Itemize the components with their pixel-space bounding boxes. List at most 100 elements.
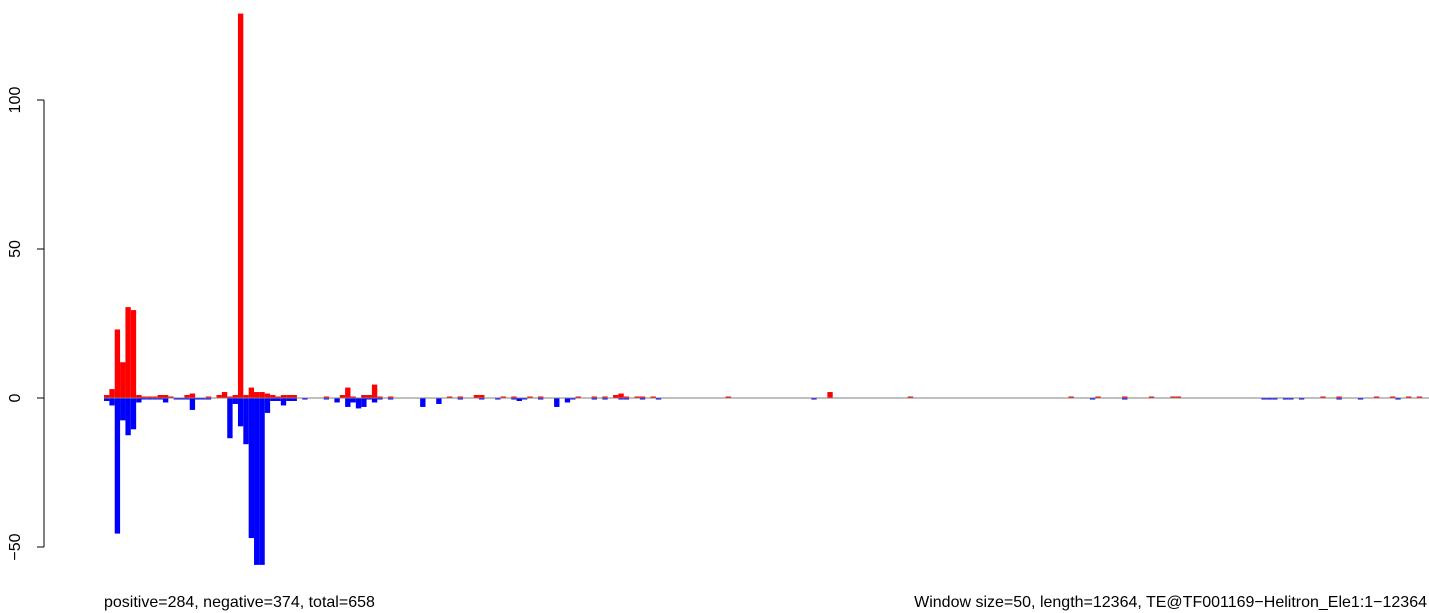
negative-bar [371,398,378,403]
negative-bar [323,398,330,400]
negative-bar [495,398,501,400]
positive-bar [189,393,196,398]
negative-bar [184,398,190,400]
negative-bar [227,398,233,439]
negative-bar [334,398,340,403]
positive-bar [120,362,126,398]
negative-bar [1266,398,1273,400]
negative-bar [618,398,624,400]
bars-layer [104,13,1423,565]
positive-bar [350,396,356,398]
negative-bar [125,398,131,436]
positive-bar [157,395,163,398]
negative-bar [162,398,169,403]
positive-bar [1175,396,1182,398]
negative-bar [152,398,158,400]
positive-bar [1406,396,1412,398]
positive-bar [479,395,485,398]
negative-bar [243,398,249,445]
negative-bar [109,398,115,406]
positive-bar [725,396,731,398]
positive-bar [136,395,142,398]
negative-bar [1282,398,1289,400]
negative-bar [602,398,608,400]
negative-bar [189,398,196,410]
negative-bar [280,398,287,406]
summary-caption: positive=284, negative=374, total=658 [104,594,375,611]
positive-bar [1148,396,1155,398]
negative-bar [104,398,110,401]
positive-bar [387,396,394,398]
negative-bar [264,398,271,413]
positive-bar [280,395,287,398]
positive-bar [232,395,238,398]
positive-bar [377,396,383,398]
positive-bar [371,384,378,398]
positive-bar [125,307,131,398]
negative-bar [1298,398,1305,400]
positive-bar [500,396,506,398]
positive-bar [613,395,619,398]
negative-bar [1336,398,1342,400]
negative-bar [479,398,485,400]
positive-bar [216,395,222,398]
positive-bar [527,396,533,398]
negative-bar [387,398,394,400]
positive-bar [162,395,169,398]
positive-bar [323,396,330,398]
y-axis: −50 0 50 100 [7,87,45,561]
positive-bar [205,396,212,398]
positive-bar [264,393,271,398]
positive-bar [623,396,630,398]
negative-bar [377,398,383,400]
negative-bar [564,398,571,403]
positive-bar [243,395,249,398]
positive-bar [575,396,581,398]
positive-bar [146,396,153,398]
negative-bar [355,398,362,409]
positive-bar [237,13,244,399]
y-tick-label: −50 [7,533,24,560]
negative-bar [811,398,817,400]
positive-bar [270,395,276,398]
positive-bar [141,396,147,398]
positive-bar [345,387,351,398]
positive-bar [907,396,914,398]
negative-bar [254,398,260,565]
negative-bar [200,398,206,400]
negative-bar [350,398,356,403]
negative-bar [146,398,153,400]
positive-bar [339,395,346,398]
positive-bar [538,396,544,398]
positive-bar [1373,396,1380,398]
negative-bar [1272,398,1278,400]
negative-bar [1261,398,1267,400]
positive-bar [591,396,597,398]
negative-bar [237,398,244,427]
positive-bar [1170,396,1176,398]
positive-bar [130,310,137,398]
negative-bar [1357,398,1364,400]
positive-bar [1122,396,1128,398]
positive-bar [1336,396,1342,398]
positive-bar [286,395,292,398]
negative-bar [173,398,180,400]
window-info-caption: Window size=50, length=12364, TE@TF00116… [914,594,1427,611]
negative-bar [195,398,201,400]
negative-bar [516,398,522,401]
positive-bar [361,395,367,398]
y-tick-label: 0 [7,393,24,402]
y-tick-label: 50 [7,240,24,258]
negative-bar [248,398,255,539]
negative-bar [1122,398,1128,400]
negative-bar [457,398,464,400]
positive-bar [446,396,453,398]
positive-bar [168,396,174,398]
positive-bar [152,396,158,398]
negative-bar [361,398,367,407]
negative-bar [1089,398,1096,400]
positive-bar [511,396,517,398]
negative-bar [1395,398,1401,400]
negative-bar [130,398,137,430]
